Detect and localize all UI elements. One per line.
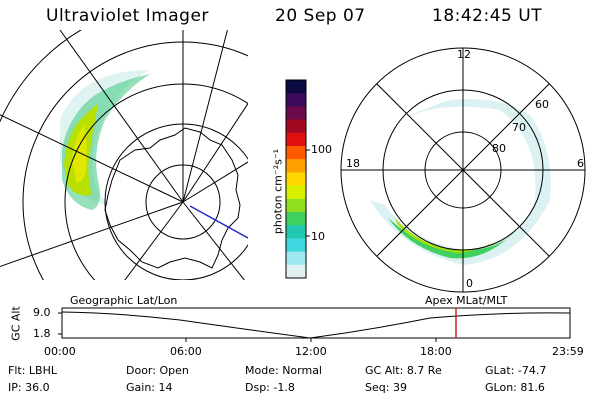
magnetic-map xyxy=(340,47,586,293)
colorbar-segment xyxy=(286,119,306,134)
mlt-label-18: 18 xyxy=(346,157,360,170)
status-gain: Gain: 14 xyxy=(126,381,173,394)
colorbar-segment xyxy=(286,106,306,121)
status-door: Door: Open xyxy=(126,364,189,377)
altitude-plot xyxy=(58,307,571,342)
colorbar-segment xyxy=(286,225,306,239)
mlt-label-12: 12 xyxy=(457,48,471,61)
ytick-9: 9.0 xyxy=(33,306,51,319)
status-seq: Seq: 39 xyxy=(365,381,407,394)
mlt-label-6: 6 xyxy=(577,157,584,170)
status-mode: Mode: Normal xyxy=(245,364,322,377)
status-ip: IP: 36.0 xyxy=(8,381,50,394)
color-bar xyxy=(285,79,310,279)
colorbar-segment xyxy=(286,212,306,226)
colorbar-segment xyxy=(286,264,306,279)
colorbar-segment xyxy=(286,159,306,173)
ytick-1-8: 1.8 xyxy=(33,327,51,340)
colorbar-segment xyxy=(286,146,306,160)
xtick-1200: 12:00 xyxy=(295,345,327,358)
colorbar-segment xyxy=(286,251,306,266)
xtick-2359: 23:59 xyxy=(552,345,584,358)
instrument-title: Ultraviolet Imager xyxy=(46,6,209,26)
colorbar-border xyxy=(285,79,307,279)
altitude-curve xyxy=(61,311,571,339)
aurora-band-right xyxy=(388,218,520,259)
geographic-label: Geographic Lat/Lon xyxy=(70,294,178,307)
status-gc-alt: GC Alt: 8.7 Re xyxy=(365,364,442,377)
mlt-label-0: 0 xyxy=(466,277,473,290)
colorbar-unit-label: photon cm⁻²s⁻¹ xyxy=(271,148,285,235)
geographic-map xyxy=(0,30,248,280)
status-glon: GLon: 81.6 xyxy=(485,381,545,394)
xtick-0000: 00:00 xyxy=(44,345,76,358)
xtick-1800: 18:00 xyxy=(420,345,452,358)
mlat-label-70: 70 xyxy=(512,121,526,134)
continent-outline xyxy=(104,127,241,269)
date-label: 20 Sep 07 xyxy=(275,6,366,26)
colorbar-tick-10: 10 xyxy=(311,230,325,243)
satellite-track xyxy=(189,205,248,239)
colorbar-segment xyxy=(286,80,306,94)
altitude-ylabel: GC Alt xyxy=(9,306,23,341)
apex-label: Apex MLat/MLT xyxy=(425,294,508,307)
colorbar-segment xyxy=(286,132,306,147)
mlat-label-80: 80 xyxy=(492,142,506,155)
colorbar-segment xyxy=(286,198,306,213)
colorbar-segment xyxy=(286,172,306,187)
status-glat: GLat: -74.7 xyxy=(485,364,547,377)
xtick-0600: 06:00 xyxy=(170,345,202,358)
mlat-label-60: 60 xyxy=(535,98,549,111)
colorbar-tick-100: 100 xyxy=(311,143,332,156)
time-label: 18:42:45 UT xyxy=(432,6,543,26)
status-flt: Flt: LBHL xyxy=(8,364,57,377)
colorbar-segment xyxy=(286,185,306,200)
colorbar-segment xyxy=(286,93,306,107)
colorbar-segment xyxy=(286,238,306,253)
status-dsp: Dsp: -1.8 xyxy=(245,381,295,394)
